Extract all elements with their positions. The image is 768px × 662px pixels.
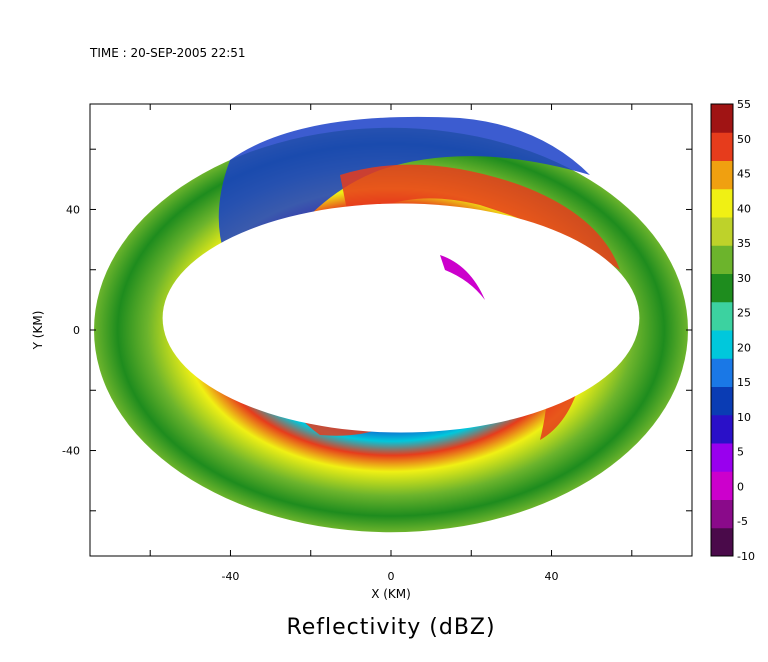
- colorbar-tick-label: 30: [737, 272, 751, 285]
- colorbar-swatch: [711, 245, 733, 274]
- colorbar-tick-label: 0: [737, 480, 744, 493]
- colorbar-swatch: [711, 499, 733, 529]
- colorbar-swatch: [711, 358, 733, 387]
- colorbar-tick-label: 40: [737, 202, 751, 215]
- colorbar-tick-label: -5: [737, 515, 748, 528]
- colorbar-swatch: [711, 217, 733, 246]
- x-tick-label: -40: [221, 570, 239, 583]
- colorbar-swatch: [711, 273, 733, 303]
- colorbar-tick-label: 25: [737, 307, 751, 320]
- colorbar-swatch: [711, 188, 733, 218]
- colorbar-swatch: [711, 301, 733, 331]
- y-tick-label: 40: [66, 203, 80, 216]
- eyewall-band-north: [340, 164, 620, 270]
- colorbar-tick-label: 50: [737, 133, 751, 146]
- x-tick-label: 40: [545, 570, 559, 583]
- timestamp-label: TIME : 20-SEP-2005 22:51: [90, 46, 246, 60]
- colorbar-swatch: [711, 527, 733, 557]
- low-reflectivity-band: [218, 116, 590, 301]
- colorbar-tick-label: -10: [737, 550, 755, 563]
- storm-eye: [162, 203, 640, 433]
- colorbar-tick-label: 20: [737, 341, 751, 354]
- colorbar-swatch: [711, 160, 733, 190]
- colorbar-tick-label: 10: [737, 411, 751, 424]
- x-axis-title: X (KM): [371, 587, 411, 601]
- colorbar-swatch: [711, 443, 733, 472]
- chart-title: Reflectivity (dBZ): [286, 615, 496, 640]
- colorbar-tick-label: 55: [737, 98, 751, 111]
- y-tick-label: -40: [62, 445, 80, 458]
- colorbar-tick-label: 15: [737, 376, 751, 389]
- low-echo-patch: [440, 255, 485, 300]
- colorbar-tick-label: 45: [737, 168, 751, 181]
- colorbar-swatch: [711, 330, 733, 359]
- y-axis-title: Y (KM): [31, 311, 45, 351]
- colorbar-swatch: [711, 471, 733, 500]
- colorbar-swatch: [711, 386, 733, 416]
- colorbar-swatch: [711, 414, 733, 444]
- colorbar-swatch: [711, 132, 733, 161]
- y-tick-label: 0: [73, 324, 80, 337]
- x-tick-label: 0: [388, 570, 395, 583]
- colorbar-tick-label: 5: [737, 446, 744, 459]
- colorbar-tick-label: 35: [737, 237, 751, 250]
- colorbar-frame: [710, 103, 734, 557]
- colorbar-swatch: [711, 104, 733, 133]
